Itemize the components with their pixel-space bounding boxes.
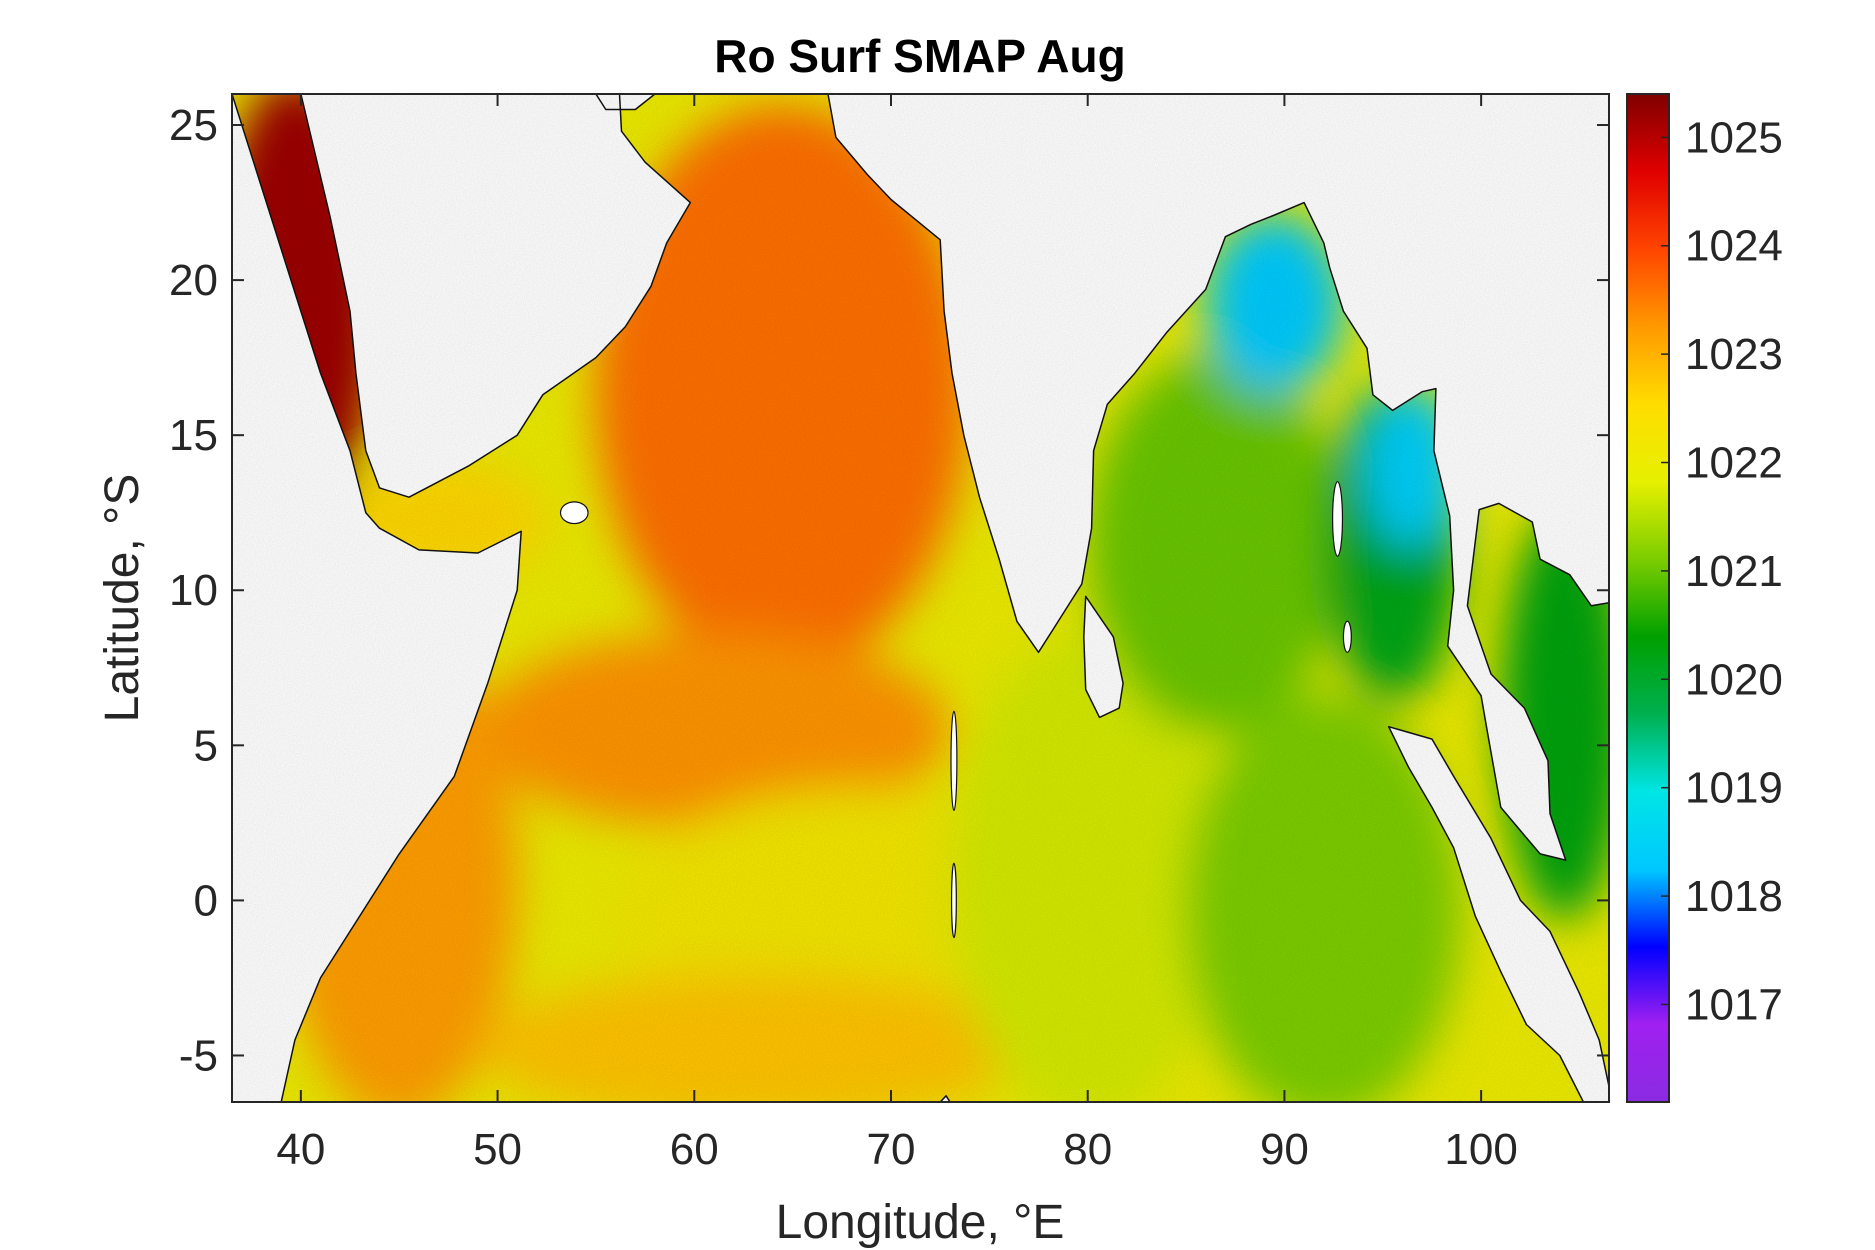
x-tick-label: 70 <box>867 1125 916 1174</box>
colorbar-tick-label: 1024 <box>1685 222 1783 271</box>
y-tick-label: 15 <box>169 411 218 460</box>
x-tick-label: 60 <box>670 1125 719 1174</box>
island <box>1332 481 1344 557</box>
y-axis-ticks: -5 0 5 10 15 20 25 <box>169 101 1609 1080</box>
island <box>1342 620 1352 653</box>
y-tick-label: 25 <box>169 101 218 150</box>
x-tick-label: 50 <box>473 1125 522 1174</box>
y-tick-label: 10 <box>169 566 218 615</box>
coastline-segment <box>300 94 692 498</box>
coastline-segment <box>595 94 656 111</box>
colorbar-tick-label: 1019 <box>1685 764 1783 813</box>
y-tick-label: 0 <box>194 876 218 925</box>
island <box>950 862 957 939</box>
chart-title: Ro Surf SMAP Aug <box>714 30 1125 82</box>
y-tick-label: 5 <box>194 721 218 770</box>
coastline-segment <box>1083 595 1124 719</box>
x-tick-label: 80 <box>1063 1125 1112 1174</box>
island <box>559 501 589 525</box>
colorbar-gradient <box>1626 93 1670 1103</box>
colorbar-tick-label: 1017 <box>1685 980 1783 1029</box>
x-tick-label: 90 <box>1260 1125 1309 1174</box>
x-axis-label: Longitude, °E <box>776 1196 1065 1249</box>
colorbar-ticks: 1017 1018 1019 1020 1021 1022 1023 1024 1025 <box>1661 113 1783 1029</box>
island <box>950 710 958 812</box>
coastline-segment <box>939 1095 951 1102</box>
colorbar-tick-label: 1022 <box>1685 439 1783 488</box>
coastline-segment <box>232 94 522 1102</box>
colorbar-tick-label: 1023 <box>1685 330 1783 379</box>
colorbar-tick-label: 1020 <box>1685 655 1783 704</box>
colorbar-tick-label: 1025 <box>1685 113 1783 162</box>
coastline-segment <box>827 94 1609 861</box>
colorbar-tick-label: 1018 <box>1685 872 1783 921</box>
y-tick-label: 20 <box>169 256 218 305</box>
coastline <box>232 94 1609 1102</box>
colorbar: 1017 1018 1019 1020 1021 1022 1023 1024 1025 <box>1626 93 1783 1103</box>
plot-area <box>231 93 1610 1103</box>
x-tick-label: 40 <box>276 1125 325 1174</box>
x-axis-ticks: 40 50 60 70 80 90 100 <box>276 94 1518 1174</box>
x-tick-label: 100 <box>1444 1125 1517 1174</box>
coastline-segment <box>1387 725 1609 1102</box>
colorbar-tick-label: 1021 <box>1685 547 1783 596</box>
y-tick-label: -5 <box>179 1031 218 1080</box>
y-axis-label: Latitude, °S <box>96 474 149 723</box>
plot-frame <box>231 93 1610 1103</box>
